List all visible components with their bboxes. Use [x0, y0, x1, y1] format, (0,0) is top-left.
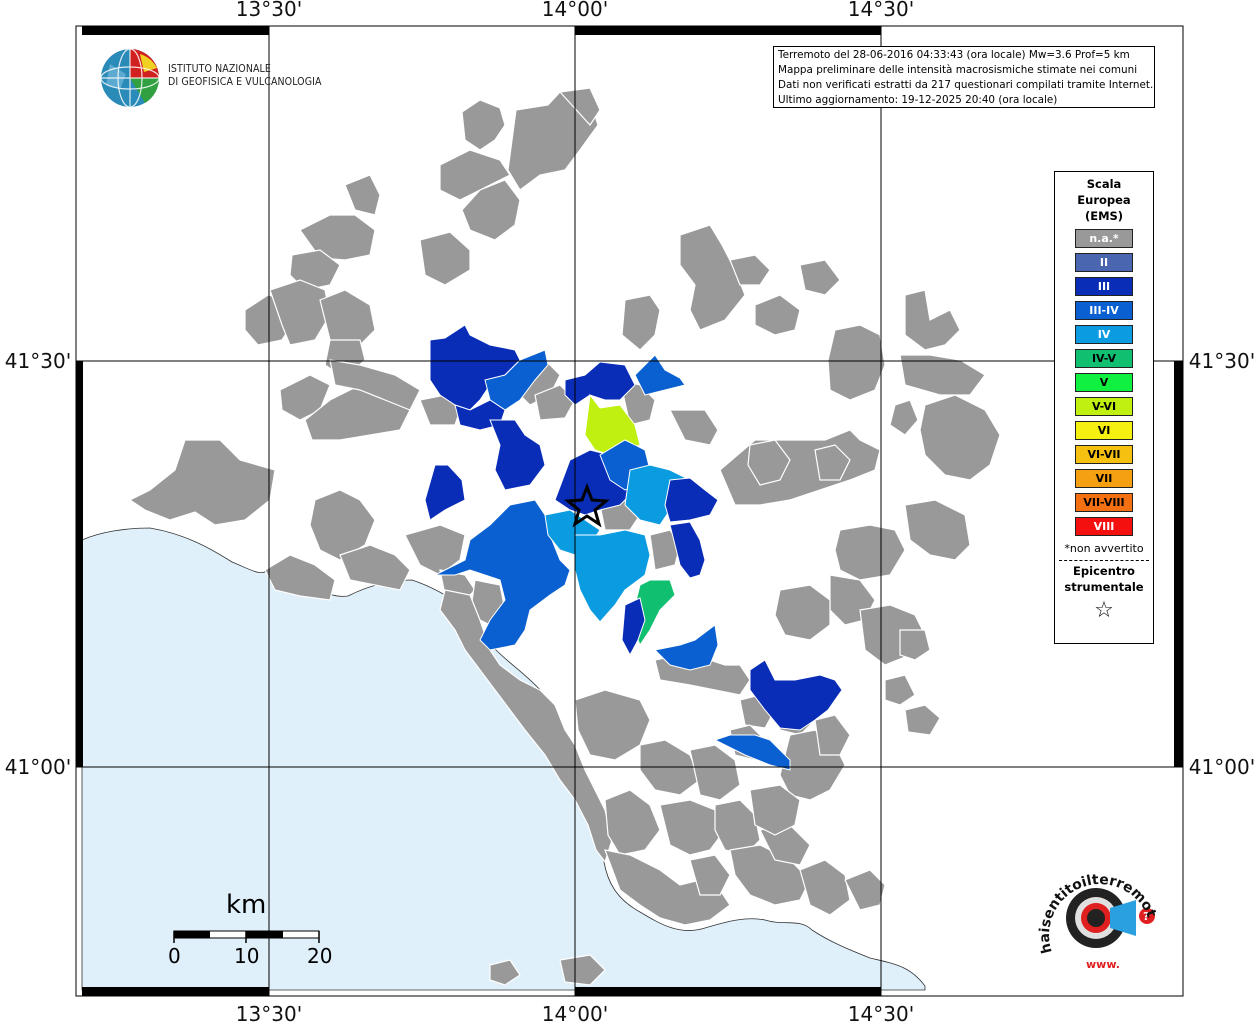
institution-line-1: ISTITUTO NAZIONALE [168, 63, 271, 75]
event-info-box: Terremoto del 28-06-2016 04:33:43 (ora l… [773, 46, 1155, 108]
top-lon-label-2: 14°00' [542, 0, 608, 21]
legend-item: VIII [1075, 517, 1133, 536]
legend-epicenter-line-1: Epicentro [1073, 564, 1135, 578]
legend-divider [1059, 560, 1149, 561]
legend-note: *non avvertito [1064, 542, 1144, 555]
top-lon-label-1: 13°30' [236, 0, 302, 21]
epicenter-star [564, 482, 610, 528]
legend-item: VI [1075, 421, 1133, 440]
right-lat-label-2: 41°00' [1189, 755, 1255, 779]
legend-item: VII [1075, 469, 1133, 488]
legend-item: II [1075, 253, 1133, 272]
haisentito-watermark-prefix: www. [1086, 958, 1120, 971]
legend-item: III [1075, 277, 1133, 296]
svg-text:?: ? [1143, 910, 1149, 923]
event-info-line-2: Mappa preliminare delle intensità macros… [778, 64, 1138, 76]
scale-label-20: 20 [307, 944, 333, 968]
haisentito-logo-icon: ? haisentitoilterremoto.it www. [1036, 860, 1159, 971]
legend-item: V [1075, 373, 1133, 392]
event-info-line-1: Terremoto del 28-06-2016 04:33:43 (ora l… [778, 49, 1130, 61]
left-lat-label-2: 41°00' [5, 755, 71, 779]
legend-item: n.a.* [1075, 229, 1133, 248]
legend-title-line-3: (EMS) [1084, 209, 1124, 223]
epicenter-star-icon: ☆ [1094, 598, 1114, 623]
top-lon-label-3: 14°30' [848, 0, 914, 21]
scale-bar [173, 930, 320, 943]
bottom-lon-label-2: 14°00' [542, 1002, 608, 1024]
legend-item: IV-V [1075, 349, 1133, 368]
left-lat-label-1: 41°30' [5, 349, 71, 373]
frame-ticks [76, 26, 1183, 996]
legend-title-line-1: Scala [1086, 177, 1122, 191]
legend-item: VI-VII [1075, 445, 1133, 464]
legend-item: IV [1075, 325, 1133, 344]
scale-label-10: 10 [234, 944, 260, 968]
bottom-lon-label-1: 13°30' [236, 1002, 302, 1024]
institution-line-2: DI GEOFISICA E VULCANOLOGIA [168, 76, 322, 88]
municipalities-not-felt [128, 87, 1001, 986]
legend-title: Scala Europea (EMS) [1055, 176, 1153, 224]
legend-item: VII-VIII [1075, 493, 1133, 512]
legend-items: n.a.* II III III-IV IV IV-V V V-VI VI VI-VII VII VI… [1055, 229, 1153, 536]
event-info-line-4: Ultimo aggiornamento: 19-12-2025 20:40 (… [778, 94, 1058, 106]
bottom-lon-label-3: 14°30' [848, 1002, 914, 1024]
legend-item: III-IV [1075, 301, 1133, 320]
scale-label-0: 0 [168, 944, 181, 968]
intensity-legend: Scala Europea (EMS) n.a.* II III III-IV IV IV… [1054, 171, 1154, 644]
graticule [76, 26, 1183, 996]
legend-item: V-VI [1075, 397, 1133, 416]
event-info-line-3: Dati non verificati estratti da 217 ques… [778, 79, 1154, 91]
legend-title-line-2: Europea [1077, 193, 1131, 207]
legend-epicenter-line-2: strumentale [1064, 580, 1144, 594]
legend-epicenter-title: Epicentro strumentale [1055, 563, 1153, 595]
scale-unit: km [226, 890, 267, 920]
ingv-globe-icon [100, 48, 160, 108]
institution-name: ISTITUTO NAZIONALE DI GEOFISICA E VULCAN… [168, 63, 322, 89]
right-lat-label-1: 41°30' [1189, 349, 1255, 373]
